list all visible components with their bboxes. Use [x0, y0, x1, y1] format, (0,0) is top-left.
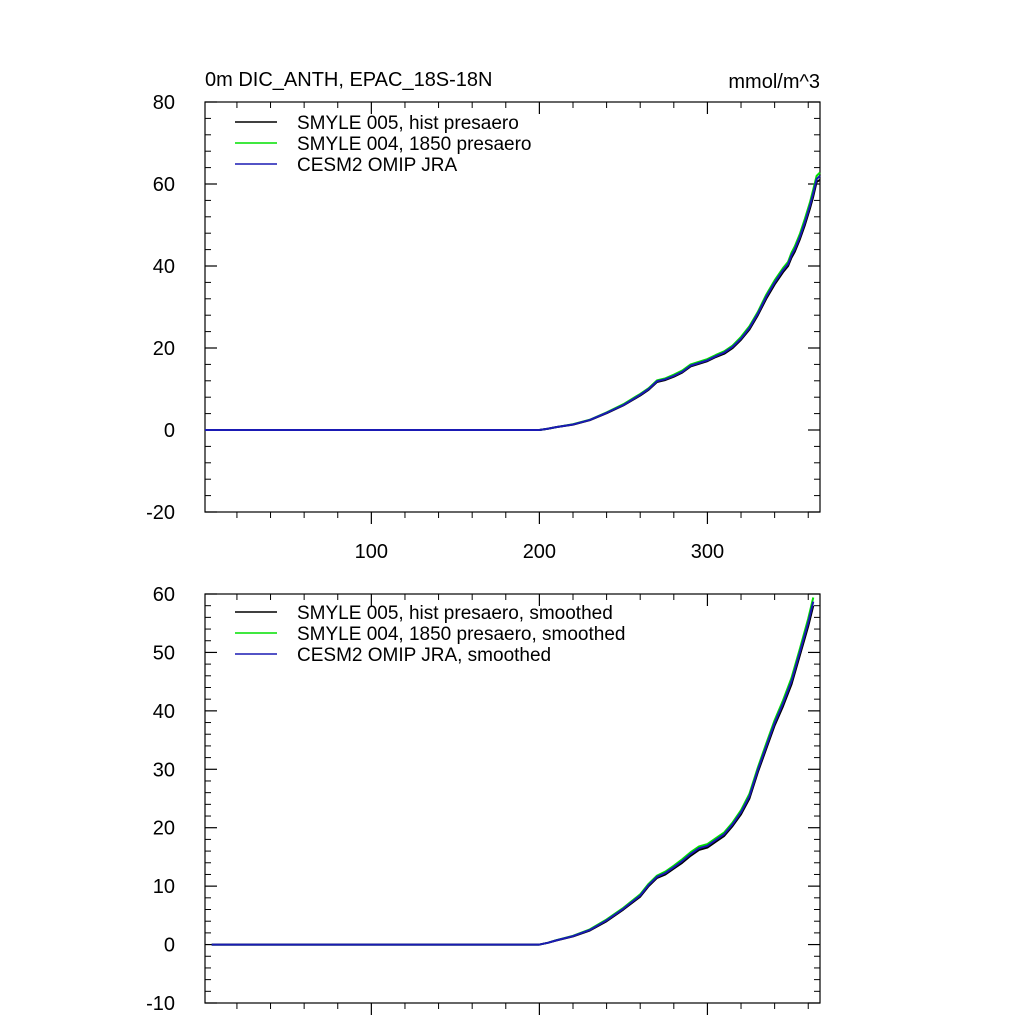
- chart-units-label: mmol/m^3: [728, 71, 820, 93]
- y-tick-label: 80: [153, 92, 175, 114]
- series-line-3: [211, 601, 815, 946]
- y-tick-label: 0: [164, 935, 175, 957]
- series-line-3: [205, 175, 821, 431]
- plot-frame: [204, 101, 821, 513]
- y-tick-label: 30: [153, 759, 175, 781]
- legend-label-3: CESM2 OMIP JRA: [297, 155, 457, 176]
- x-tick-label: 300: [691, 541, 724, 563]
- y-tick-label: 0: [164, 420, 175, 442]
- y-tick-label: 20: [153, 818, 175, 840]
- y-tick-label: -20: [146, 502, 175, 524]
- legend-label-3: CESM2 OMIP JRA, smoothed: [297, 645, 551, 666]
- y-tick-label: 20: [153, 338, 175, 360]
- series-line-1: [205, 179, 821, 431]
- chart-title: 0m DIC_ANTH, EPAC_18S-18N: [205, 69, 493, 91]
- y-tick-label: 60: [153, 584, 175, 606]
- legend-label-2: SMYLE 004, 1850 presaero, smoothed: [297, 624, 625, 645]
- y-tick-label: 10: [153, 876, 175, 898]
- x-tick-label: 200: [523, 541, 556, 563]
- legend-label-2: SMYLE 004, 1850 presaero: [297, 134, 532, 155]
- y-tick-label: 40: [153, 256, 175, 278]
- legend-label-1: SMYLE 005, hist presaero, smoothed: [297, 603, 613, 624]
- legend-label-1: SMYLE 005, hist presaero: [297, 113, 519, 134]
- y-tick-label: 60: [153, 174, 175, 196]
- chart-panel-2: -10 0 10 20 30 40 50 60 SMYLE 005, hist presaero…: [146, 584, 821, 1015]
- x-tick-label: 100: [355, 541, 388, 563]
- y-tick-label: -10: [146, 993, 175, 1015]
- chart-panel-1: -20 0 20 40 60 80 100 200 300 0m DIC_ANTH, EPAC_1…: [146, 69, 821, 563]
- y-tick-label: 50: [153, 642, 175, 664]
- y-tick-label: 40: [153, 701, 175, 723]
- series-line-2: [205, 171, 821, 431]
- plot-frame: [204, 593, 821, 1004]
